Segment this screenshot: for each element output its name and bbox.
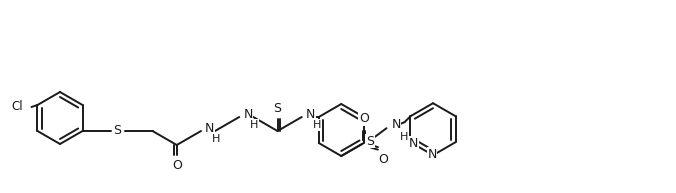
Text: O: O [172,159,182,172]
Text: N: N [243,108,253,120]
Text: H: H [313,120,321,130]
Text: N: N [391,118,401,131]
Text: S: S [274,102,281,115]
Text: N: N [427,148,437,161]
Text: O: O [359,112,369,125]
Text: S: S [114,124,122,137]
Text: H: H [212,134,220,144]
Text: H: H [400,132,408,142]
Text: N: N [306,108,315,120]
Text: N: N [409,137,418,150]
Text: H: H [250,120,259,130]
Text: S: S [366,135,374,148]
Text: Cl: Cl [12,101,24,113]
Text: N: N [205,122,214,135]
Text: O: O [378,153,388,166]
